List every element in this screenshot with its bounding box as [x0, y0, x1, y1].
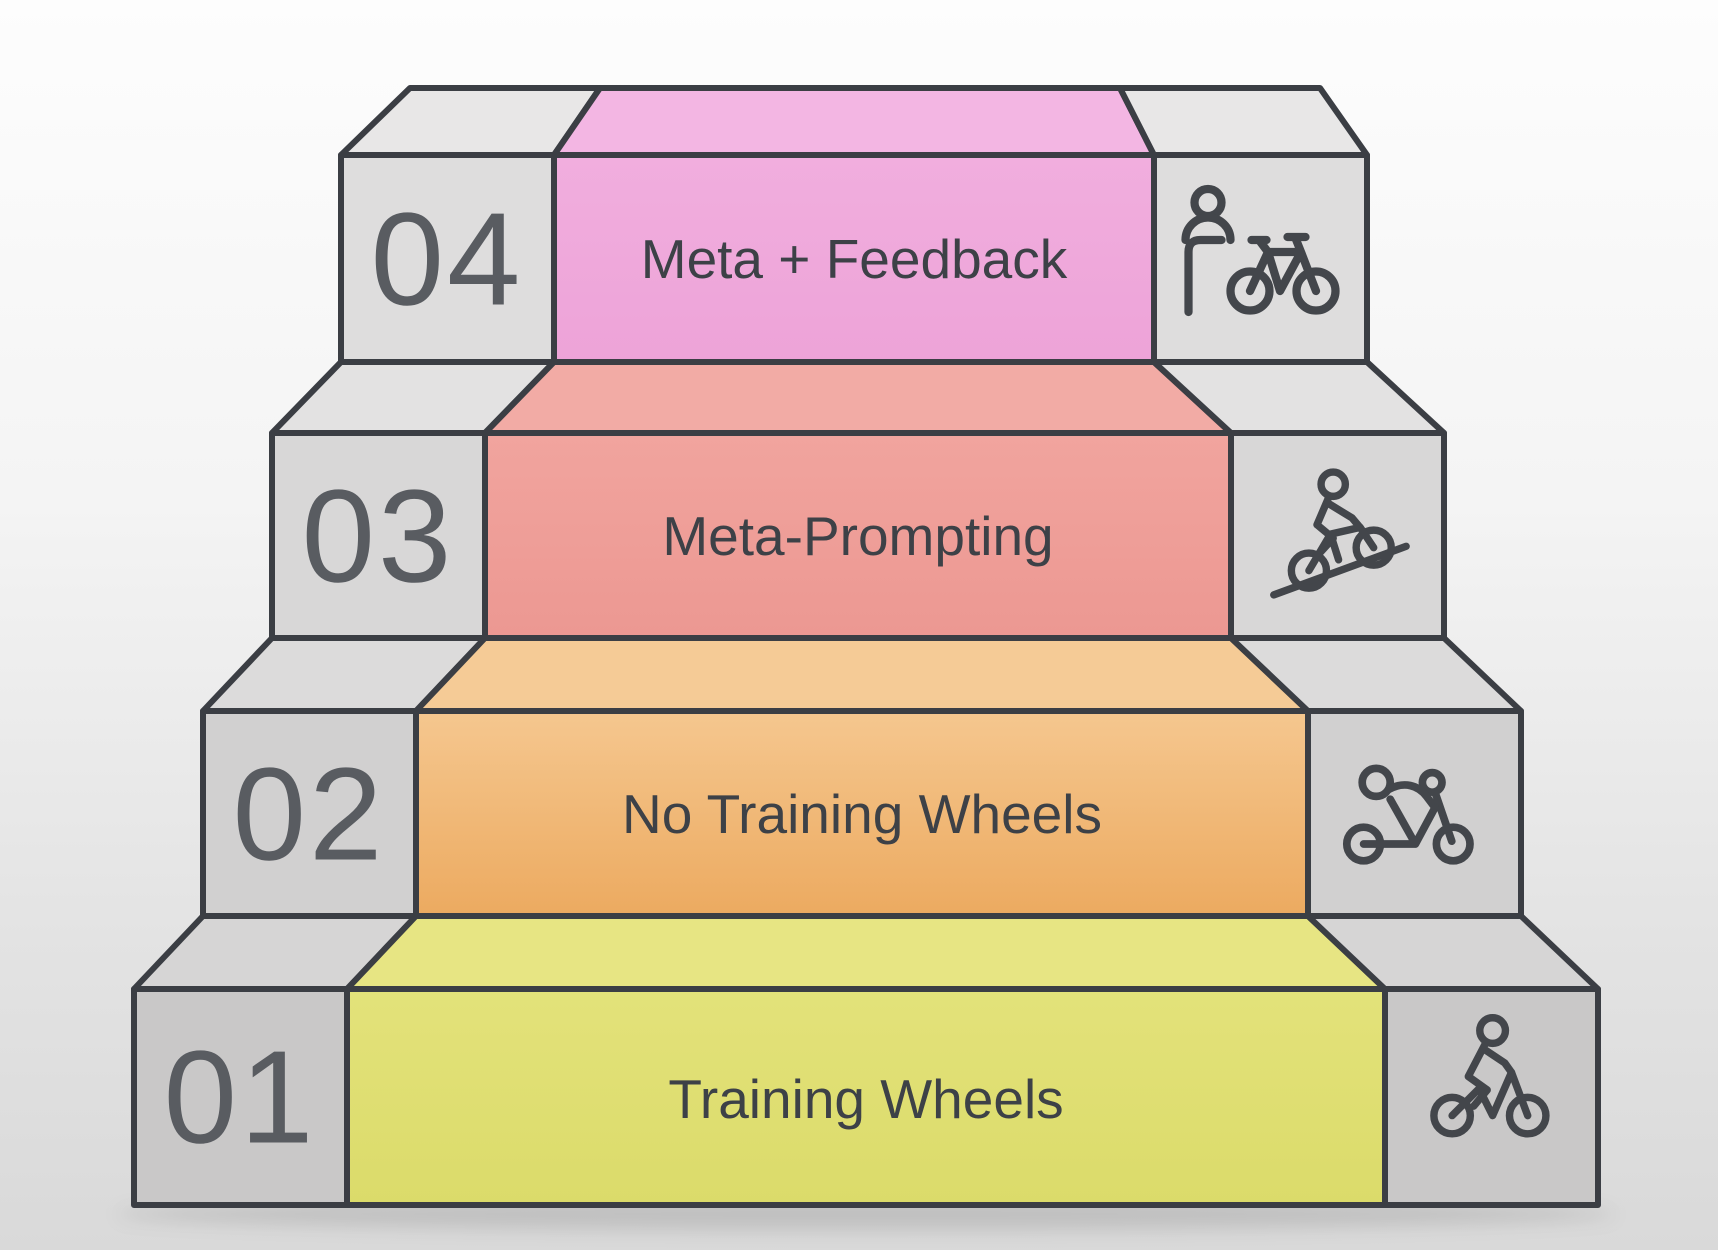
step-02-label: No Training Wheels [622, 783, 1102, 845]
step-01-label-panel [344, 986, 1388, 1208]
step-04 [338, 85, 1370, 365]
step-02 [200, 635, 1524, 919]
step-03-top-center-face [482, 359, 1234, 436]
step-03-number: 03 [302, 463, 455, 610]
step-02-number: 02 [233, 741, 386, 888]
step-02-number-box [200, 708, 419, 919]
step-01-number: 01 [164, 1024, 317, 1171]
step-01 [131, 913, 1601, 1208]
cyclist-climbing-hill-icon [1270, 468, 1410, 599]
step-02-icon-box [1305, 708, 1524, 919]
step-01-number-box [131, 986, 350, 1208]
step-02-top-center-face [413, 635, 1311, 714]
cyclist-riding-icon [1430, 1014, 1550, 1138]
cyclist-aero-tuck-icon [1342, 764, 1474, 865]
step-04-top-right-face [1117, 85, 1370, 158]
step-01-label: Training Wheels [668, 1068, 1063, 1130]
step-03-label-panel [482, 430, 1234, 641]
step-01-icon-box [1382, 986, 1601, 1208]
step-04-top-center-face [551, 85, 1157, 158]
step-04-number: 04 [371, 186, 524, 333]
step-03-label: Meta-Prompting [662, 505, 1053, 567]
person-standing-with-bicycle-icon [1181, 184, 1340, 317]
step-04-label: Meta + Feedback [641, 228, 1068, 290]
step-01-top-center-face [344, 913, 1388, 992]
